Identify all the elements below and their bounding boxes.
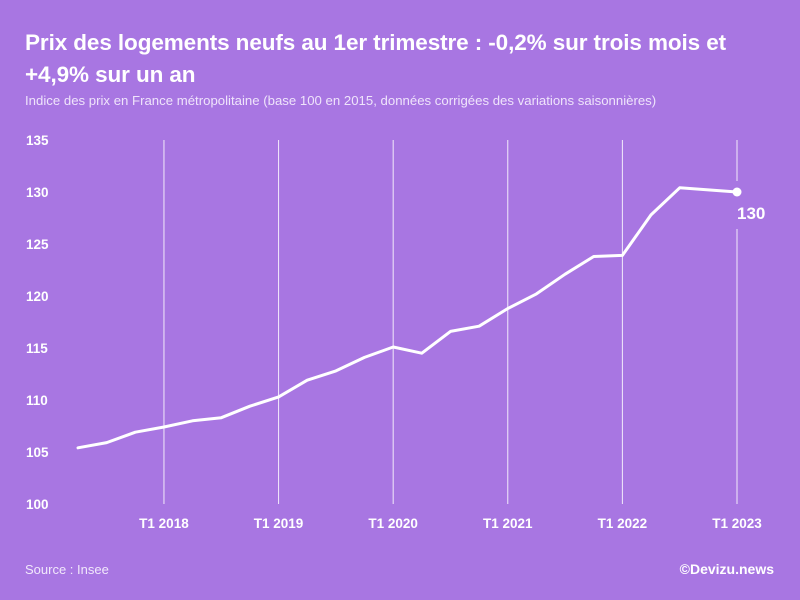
x-tick-label: T1 2020: [368, 516, 418, 531]
x-tick-label: T1 2021: [483, 516, 533, 531]
y-tick-label: 115: [26, 341, 48, 356]
data-label-last: 130: [737, 204, 765, 223]
x-tick-label: T1 2023: [712, 516, 762, 531]
source-note: Source : Insee: [25, 562, 109, 577]
y-tick-label: 125: [26, 237, 49, 252]
y-tick-label: 120: [26, 289, 49, 304]
data-point-last: [732, 187, 742, 197]
chart-subtitle: Indice des prix en France métropolitaine…: [25, 93, 657, 108]
x-tick-label: T1 2022: [598, 516, 648, 531]
y-tick-label: 130: [26, 185, 49, 200]
y-tick-label: 100: [26, 497, 49, 512]
y-tick-label: 135: [26, 133, 49, 148]
x-tick-label: T1 2018: [139, 516, 189, 531]
chart-title: Prix des logements neufs au 1er trimestr…: [25, 30, 727, 87]
y-tick-label: 110: [26, 393, 48, 408]
x-tick-label: T1 2019: [254, 516, 304, 531]
y-tick-label: 105: [26, 445, 49, 460]
credit-logo: ©Devizu.news: [679, 561, 774, 577]
series-line: [76, 186, 739, 450]
